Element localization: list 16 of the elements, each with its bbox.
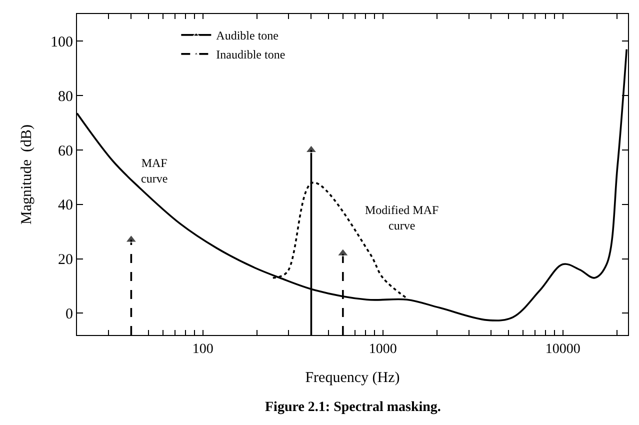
- x-axis-title: Frequency (Hz): [305, 370, 400, 386]
- y-tick-label: 80: [58, 88, 73, 105]
- y-tick-label: 0: [66, 306, 73, 322]
- x-tick-label: 10000: [545, 342, 580, 357]
- x-tick-label: 100: [192, 342, 214, 357]
- y-axis-title: Magnitude (dB): [18, 124, 35, 224]
- annotation: Modified MAF curve: [365, 203, 439, 233]
- text: Figure 2.1: Spectral masking.: [265, 400, 441, 415]
- annotation: MAF curve: [141, 156, 168, 186]
- y-tick-label: 20: [58, 252, 73, 268]
- legend-label: Inaudible tone: [216, 48, 286, 62]
- legend-label: Audible tone: [216, 28, 279, 43]
- y-tick-label: 100: [50, 34, 73, 50]
- x-tick-label: 1000: [368, 342, 397, 357]
- y-tick-label: 60: [58, 143, 73, 160]
- y-tick-label: 40: [58, 198, 73, 214]
